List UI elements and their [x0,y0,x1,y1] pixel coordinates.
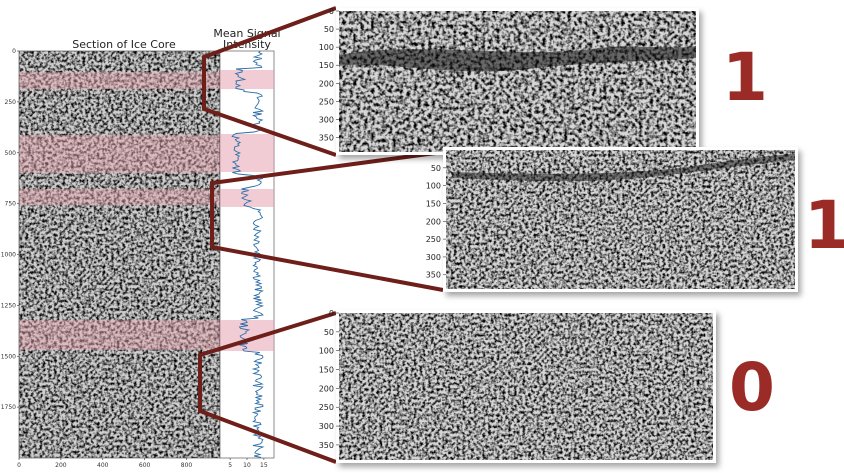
core-image [19,51,220,458]
crop-y-tick-label: 350 [319,441,334,450]
highlight-band-2 [19,135,220,173]
core-title: Section of Ice Core [72,38,176,51]
core-y-tick-label: 1750 [1,404,16,411]
crop-y-tick-label: 250 [426,235,441,244]
crop-3-label: 0 [729,349,775,426]
crop-y-tick-label: 100 [319,347,334,356]
crop-y-tick-label: 200 [426,217,441,226]
crop-y-tick-label: 50 [324,328,334,337]
crop-panel-2: 50 100 150 200 250 300 350 1 [426,147,844,292]
highlight-band-4 [19,320,220,350]
highlight-band-3 [19,189,220,205]
intensity-x-axis: 5 10 15 [228,458,268,469]
core-x-axis: 0 200 400 600 800 [17,458,192,469]
core-y-tick-label: 1500 [1,353,16,360]
intensity-x-tick-label: 15 [260,462,268,469]
crop-y-tick-label: 150 [319,366,334,375]
connector-3 [198,311,337,464]
crop-y-tick-label: 150 [426,199,441,208]
core-y-axis: 0 250 500 750 1000 1250 1500 1750 [1,48,19,411]
intensity-title-line2: Intensity [223,38,271,51]
core-y-tick-label: 250 [5,99,17,106]
crop-panel-3: 0 50 100 150 200 250 300 350 0 [319,309,775,463]
core-y-tick-label: 500 [5,150,17,157]
crop-1-label: 1 [722,39,768,116]
core-highlight-bands [19,72,220,350]
core-x-tick-label: 600 [139,462,151,469]
crop-panel-1: 0 50 100 150 200 250 300 350 1 [319,7,768,155]
crop-y-tick-label: 300 [426,253,441,262]
highlight-band-1 [19,72,220,89]
core-x-tick-label: 200 [55,462,67,469]
intensity-band-2 [220,134,274,172]
core-y-tick-label: 0 [12,48,16,55]
intensity-band-3 [220,189,274,207]
connector-1 [202,6,337,157]
crop-y-tick-label: 0 [329,7,334,16]
core-x-tick-label: 800 [181,462,193,469]
crop-y-tick-label: 300 [319,422,334,431]
core-y-tick-label: 1000 [1,252,16,259]
connectors [198,6,444,464]
intensity-x-tick-label: 10 [243,462,251,469]
core-x-tick-label: 400 [97,462,109,469]
dark-layer-band [339,46,696,72]
crop-y-tick-label: 50 [324,25,334,34]
crop-y-tick-label: 350 [319,134,334,143]
crop-y-tick-label: 300 [319,115,334,124]
crop-y-tick-label: 50 [431,164,441,173]
crop-y-tick-label: 0 [329,309,334,318]
crop-y-tick-label: 100 [426,182,441,191]
crop-y-tick-label: 350 [426,271,441,280]
crop-2-label: 1 [804,187,844,264]
crop-y-tick-label: 150 [319,61,334,70]
intensity-highlight-bands [220,70,274,351]
crop-y-tick-label: 100 [319,43,334,52]
intensity-band-1 [220,70,274,89]
intensity-x-tick-label: 5 [228,462,232,469]
core-x-tick-label: 0 [17,462,21,469]
crop-y-tick-label: 250 [319,403,334,412]
core-y-tick-label: 1250 [1,302,16,309]
crop-y-tick-label: 200 [319,384,334,393]
dark-layer-band [452,154,795,182]
crop-y-tick-label: 200 [319,79,334,88]
core-y-tick-label: 750 [5,201,17,208]
connector-2 [210,150,444,292]
crop-y-tick-label: 250 [319,97,334,106]
